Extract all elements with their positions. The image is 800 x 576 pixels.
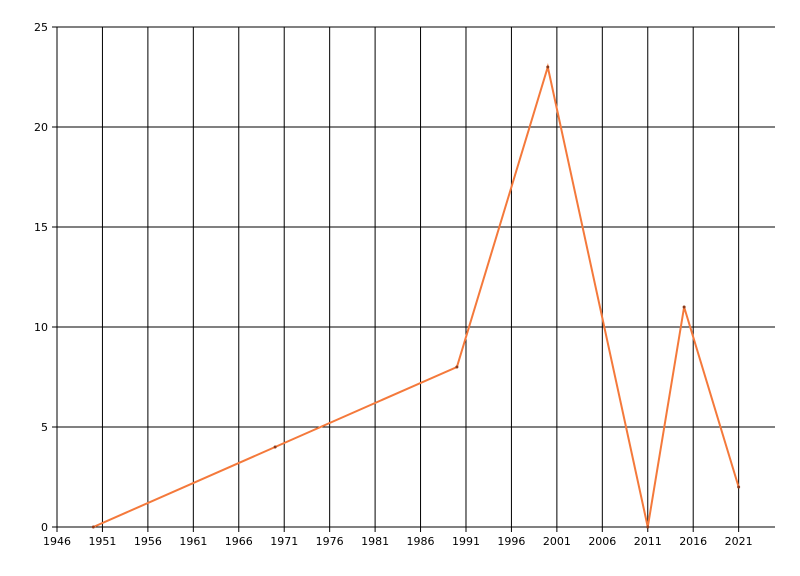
series-line: [92, 63, 740, 528]
x-tick-label: 2006: [588, 535, 616, 548]
point: [455, 365, 459, 369]
x-tick-label: 1981: [361, 535, 389, 548]
y-tick-label: 20: [34, 121, 48, 134]
x-tick-label: 1946: [43, 535, 71, 548]
x-tick-label: 1961: [179, 535, 207, 548]
point: [546, 65, 550, 69]
x-tick-label: 1996: [497, 535, 525, 548]
y-tick-label: 10: [34, 321, 48, 334]
x-tick-label: 1971: [270, 535, 298, 548]
x-tick-label: 2001: [543, 535, 571, 548]
y-tick-label: 15: [34, 221, 48, 234]
point: [737, 485, 741, 489]
x-tick-label: 2016: [679, 535, 707, 548]
x-tick-label: 2011: [634, 535, 662, 548]
x-tick-label: 1991: [452, 535, 480, 548]
x-tick-label: 1951: [88, 535, 116, 548]
y-tick-label: 25: [34, 21, 48, 34]
point: [91, 525, 95, 529]
point: [646, 525, 650, 529]
x-tick-label: 1976: [316, 535, 344, 548]
y-tick-label: 5: [41, 421, 48, 434]
point: [682, 305, 686, 309]
x-tick-label: 1956: [134, 535, 162, 548]
y-tick-label: 0: [41, 521, 48, 534]
x-tick-label: 1986: [407, 535, 435, 548]
x-tick-label: 1966: [225, 535, 253, 548]
x-tick-label: 2021: [725, 535, 753, 548]
point: [273, 445, 277, 449]
